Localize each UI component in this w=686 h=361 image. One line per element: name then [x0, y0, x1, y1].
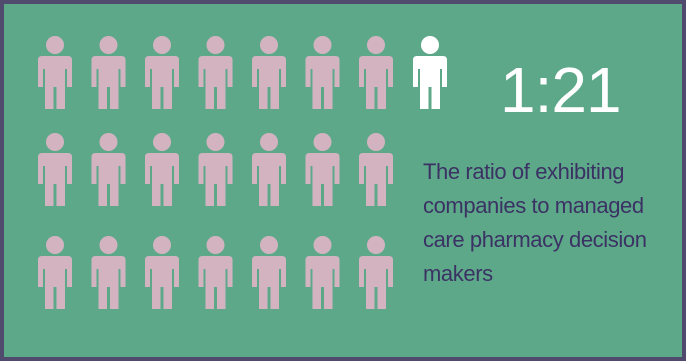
person-icon	[252, 236, 286, 309]
person-icon	[359, 36, 393, 109]
highlighted-person-icon	[413, 36, 447, 109]
person-icon	[359, 133, 393, 206]
ratio-value: 1:21	[500, 54, 622, 126]
person-icon	[198, 236, 233, 309]
person-icon	[38, 236, 72, 309]
person-icon	[198, 36, 233, 109]
person-icon	[91, 133, 126, 206]
person-icon	[38, 36, 72, 109]
person-icon	[145, 236, 179, 309]
person-icon	[305, 236, 340, 309]
ratio-description: The ratio of exhibiting companies to man…	[423, 159, 647, 286]
person-icon	[305, 36, 340, 109]
person-icon	[38, 133, 72, 206]
person-icon	[198, 133, 233, 206]
person-icon	[91, 36, 126, 109]
person-icon	[359, 236, 393, 309]
person-icon	[252, 133, 286, 206]
person-icon	[145, 36, 179, 109]
person-icon	[305, 133, 340, 206]
person-icon	[252, 36, 286, 109]
person-icon	[145, 133, 179, 206]
person-icon	[91, 236, 126, 309]
